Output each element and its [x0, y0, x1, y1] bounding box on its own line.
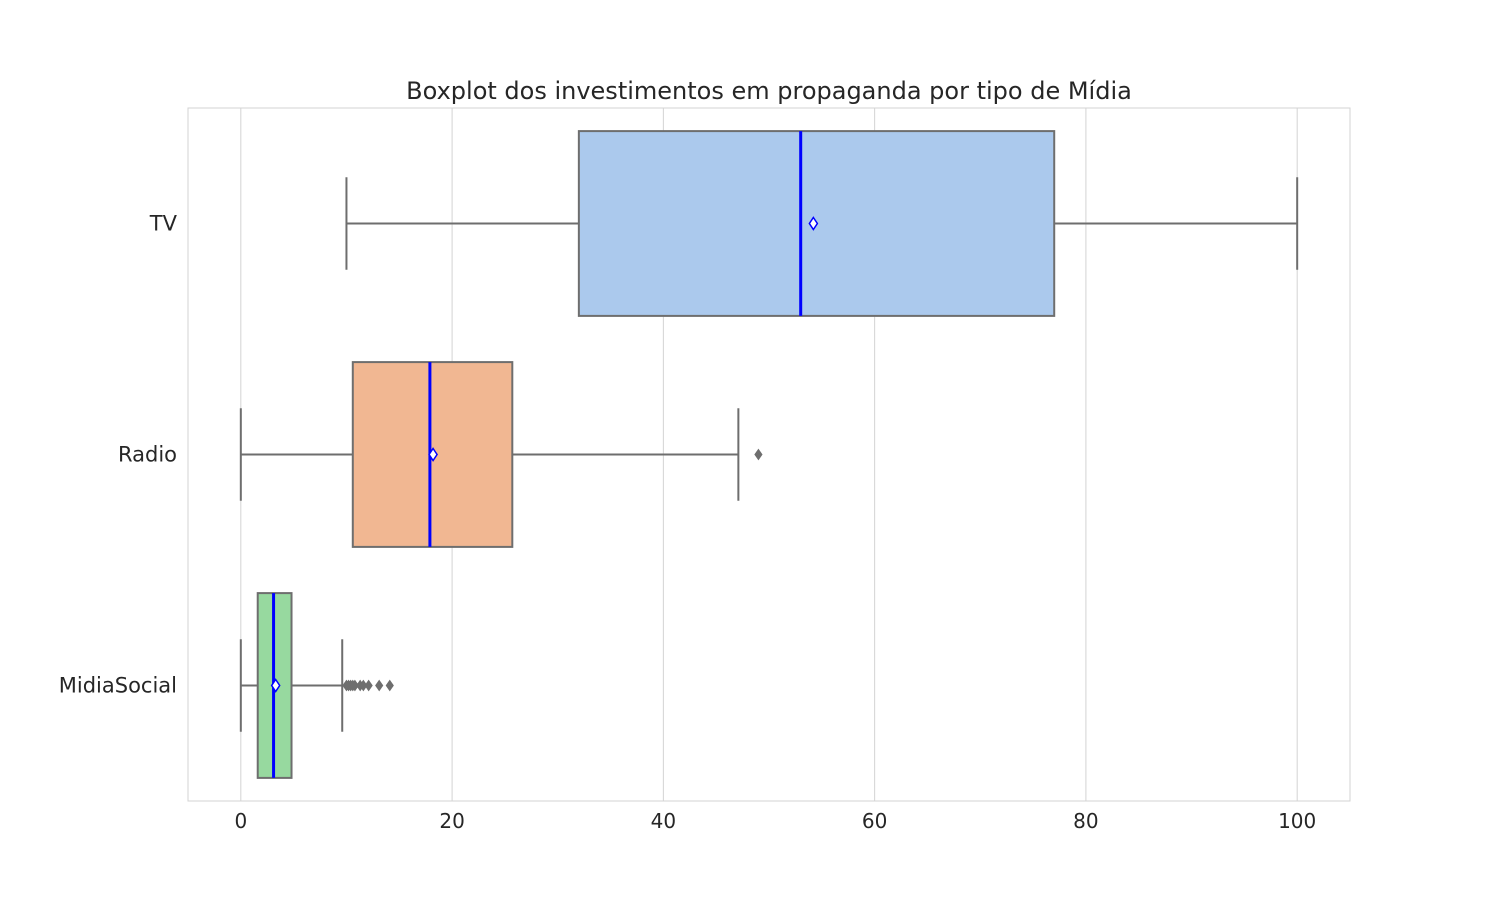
category-labels: TV Radio MidiaSocial: [59, 212, 178, 698]
box-tv: [345, 130, 1299, 317]
x-tick-label: 40: [651, 809, 676, 833]
mean-marker: [428, 447, 438, 462]
iqr-box: [351, 361, 514, 548]
box-midiasocial: [239, 592, 394, 779]
category-label: MidiaSocial: [59, 674, 177, 698]
mean-marker: [270, 678, 281, 693]
outlier-point: [375, 679, 384, 692]
mean-marker: [808, 216, 819, 231]
x-tick-label: 20: [439, 809, 464, 833]
category-label: TV: [149, 212, 178, 236]
outlier-point: [385, 679, 394, 692]
category-label: Radio: [118, 443, 177, 467]
chart-title: Boxplot dos investimentos em propaganda …: [406, 77, 1132, 105]
plot-frame: [187, 107, 1351, 802]
outlier-point: [350, 679, 360, 692]
outlier-point: [364, 679, 373, 692]
outlier-point: [359, 679, 368, 692]
outlier-point: [754, 448, 763, 461]
x-tick-label: 100: [1278, 809, 1316, 833]
x-tick-labels: 0 20 40 60 80 100: [234, 809, 1316, 833]
x-tick-label: 60: [862, 809, 887, 833]
boxes-layer: [239, 130, 1299, 779]
x-tick-label: 80: [1073, 809, 1098, 833]
box-radio: [239, 361, 763, 548]
x-tick-label: 0: [234, 809, 247, 833]
